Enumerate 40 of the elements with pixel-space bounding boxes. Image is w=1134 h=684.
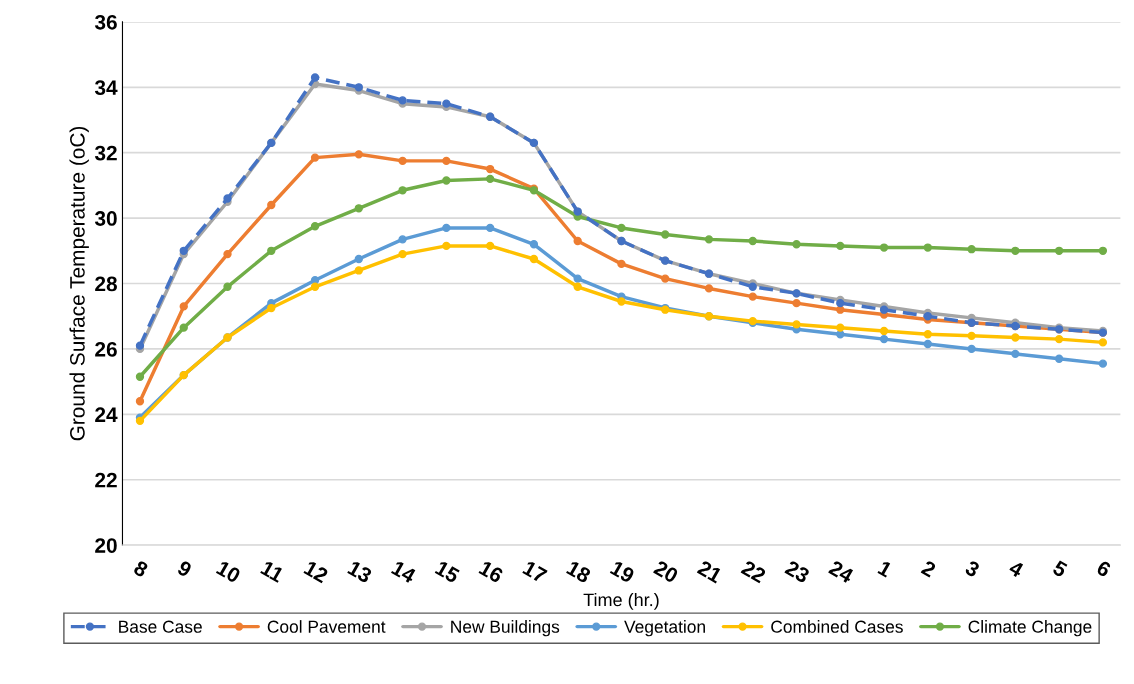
legend-label: New Buildings [451,620,560,637]
x-tick-label: 20 [653,559,680,584]
x-tick-label: 8 [132,559,150,578]
x-tick-label: 3 [964,559,981,578]
y-axis-title: Ground Surface Temperature (oC) [69,126,89,441]
x-tick-label: 10 [215,560,242,584]
legend-label: Cool Pavement [267,620,386,633]
x-tick-label: 15 [434,560,461,584]
y-tick-label: 26 [95,341,117,357]
x-tick-label: 1 [877,560,894,578]
x-tick-label: 21 [696,559,724,584]
x-tick-label: 5 [1051,560,1069,578]
x-tick-label: 4 [1007,559,1025,578]
x-tick-label: 16 [478,560,505,584]
x-tick-label: 19 [609,560,636,584]
y-tick-label: 22 [95,472,117,488]
x-tick-label: 2 [920,559,937,578]
y-tick-label: 36 [94,14,117,30]
y-tick-label: 24 [95,407,118,422]
x-tick-label: 9 [176,559,193,578]
x-tick-label: 13 [347,560,373,584]
x-tick-label: 24 [828,559,855,584]
y-tick-label: 32 [94,145,117,161]
x-tick-label: 18 [565,560,592,584]
x-tick-label: 11 [260,560,285,583]
legend-label: Combined Cases [771,620,903,633]
y-tick-label: 30 [94,211,117,226]
y-tick-label: 34 [94,80,118,96]
x-tick-label: 14 [391,560,417,584]
x-tick-label: 23 [784,559,811,584]
x-tick-label: 17 [522,560,548,584]
x-axis-title: Time (hr.) [583,593,659,610]
x-tick-label: 6 [1095,559,1112,578]
legend-label: Climate Change [968,620,1092,637]
x-tick-label: 12 [303,560,329,584]
x-tick-label: 22 [740,559,767,584]
y-tick-label: 20 [95,538,117,553]
legend-label: Base Case [119,620,202,633]
y-tick-label: 28 [95,276,117,292]
legend-label: Vegetation [624,620,705,637]
